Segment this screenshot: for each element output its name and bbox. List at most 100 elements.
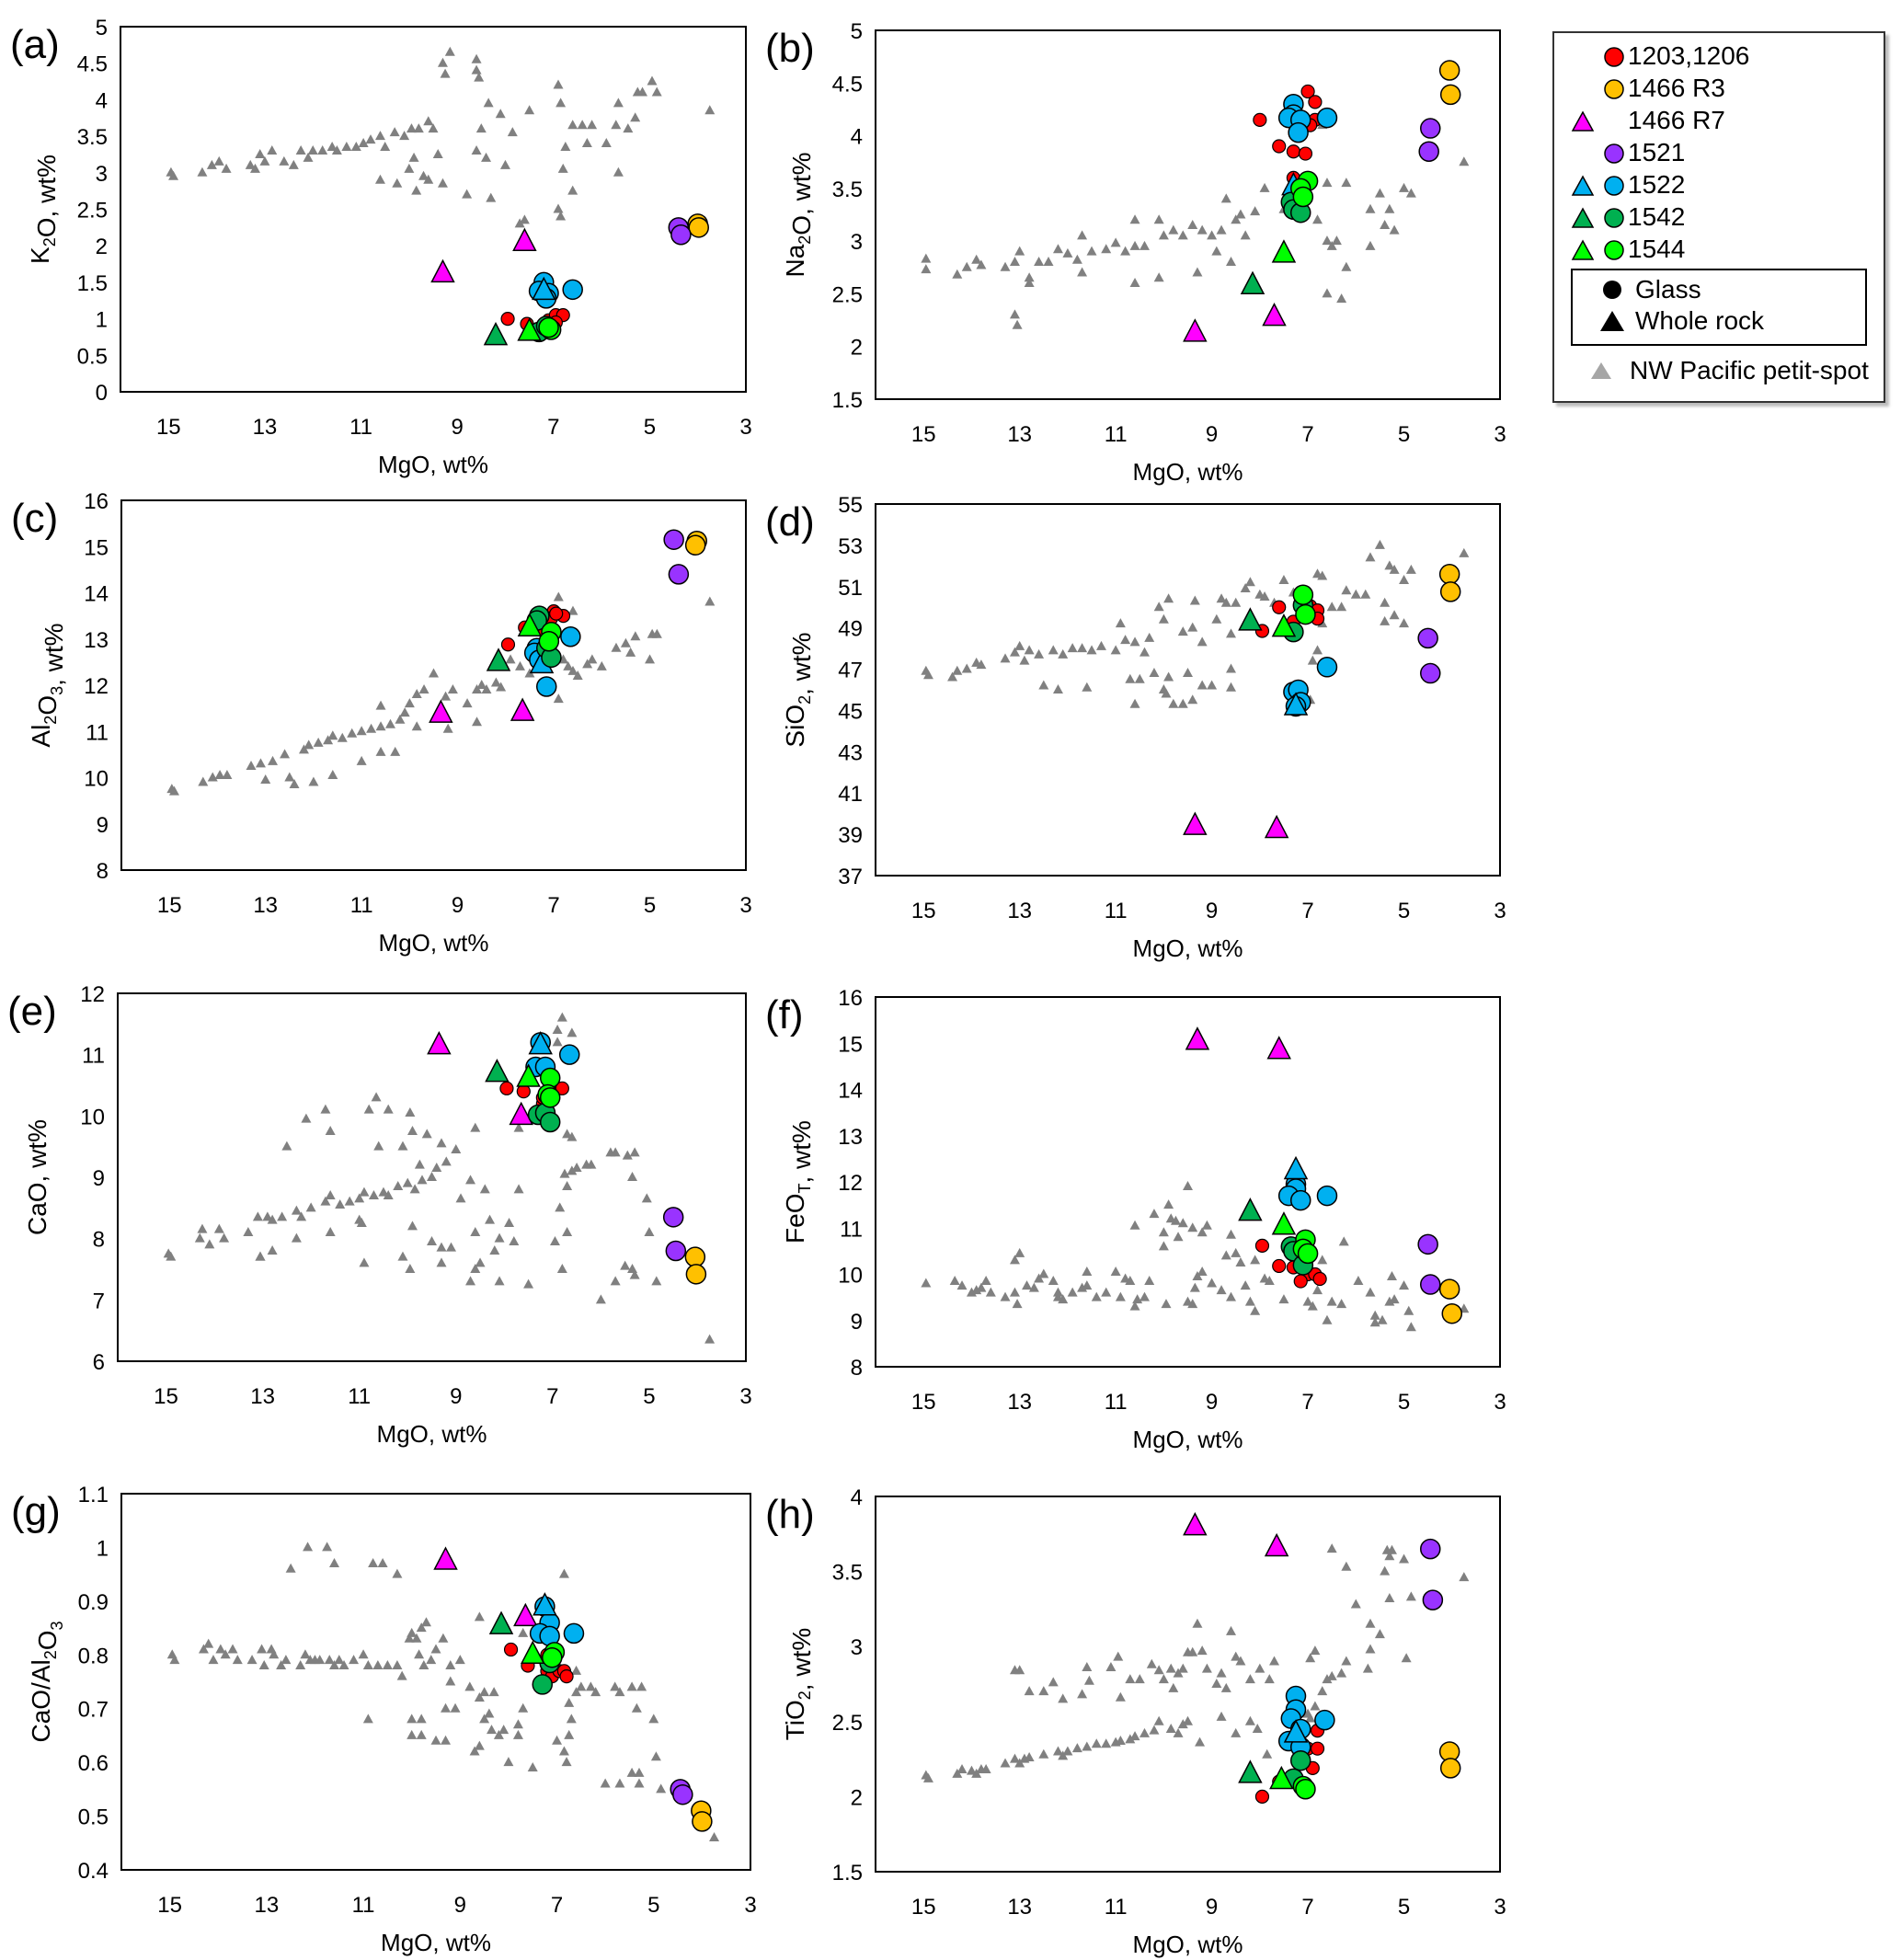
data-point xyxy=(562,279,583,301)
data-point xyxy=(1177,698,1188,708)
data-point xyxy=(374,174,385,184)
data-point xyxy=(1211,246,1222,256)
data-point xyxy=(567,1027,578,1037)
series-1466-r3 xyxy=(687,213,709,238)
data-point xyxy=(1125,1674,1136,1684)
data-point xyxy=(168,785,179,796)
data-point xyxy=(528,1031,553,1055)
data-point xyxy=(1022,1280,1033,1290)
data-point xyxy=(303,739,315,750)
data-point xyxy=(651,86,662,97)
data-point xyxy=(494,1276,505,1286)
data-point xyxy=(1259,591,1270,601)
data-point xyxy=(1110,1266,1121,1276)
data-point xyxy=(433,1546,458,1570)
data-point xyxy=(1312,214,1323,224)
data-point xyxy=(219,1232,230,1243)
data-point xyxy=(1158,613,1169,624)
x-axis-label: MgO, wt% xyxy=(1133,934,1243,962)
data-point xyxy=(1374,1629,1385,1639)
legend-entry-label: 1466 R7 xyxy=(1628,106,1725,134)
data-point xyxy=(1353,1276,1364,1286)
data-point xyxy=(1403,1305,1414,1315)
data-point xyxy=(214,769,225,779)
data-point xyxy=(1326,1296,1337,1306)
data-point xyxy=(552,1735,563,1745)
x-tick-label: 15 xyxy=(156,415,181,440)
data-point xyxy=(577,120,588,130)
panel-label: (g) xyxy=(11,1489,61,1534)
data-point xyxy=(976,259,987,269)
legend-entry: 1203,1206 xyxy=(1554,40,1867,72)
data-point xyxy=(372,1659,384,1669)
data-point xyxy=(1374,539,1385,549)
data-point xyxy=(1101,244,1112,254)
data-point xyxy=(1139,647,1150,657)
series-1466-r3 xyxy=(684,1246,707,1285)
data-point xyxy=(1250,1255,1261,1265)
series-1466-r7 xyxy=(1183,1512,1289,1557)
data-point xyxy=(1129,698,1140,708)
y-tick-label: 1.5 xyxy=(77,271,108,296)
y-tick-label: 12 xyxy=(838,1171,863,1196)
series-nw-pacific-petit-spot xyxy=(166,46,716,228)
data-point xyxy=(921,253,932,263)
data-point xyxy=(252,1211,263,1221)
data-point xyxy=(1201,1220,1212,1230)
data-point xyxy=(1139,1727,1150,1737)
data-point xyxy=(921,1278,932,1288)
data-point xyxy=(1216,1668,1227,1678)
x-tick-label: 11 xyxy=(1105,1895,1128,1920)
data-point xyxy=(645,654,656,664)
data-point xyxy=(389,127,400,137)
series-1521 xyxy=(670,1779,693,1805)
data-point xyxy=(513,1184,524,1194)
chart-panel-e: (e) 6 7 8 9 10 11 12 15 13 11 9 7 5 3 MgO, wt% CaO, wt% xyxy=(7,982,752,1448)
data-point xyxy=(1459,547,1470,557)
data-point xyxy=(1077,1282,1088,1292)
data-point xyxy=(595,1294,606,1304)
data-point xyxy=(396,1670,407,1680)
data-point xyxy=(563,660,574,671)
y-tick-label: 16 xyxy=(84,489,109,514)
data-point xyxy=(426,1655,437,1665)
data-point xyxy=(1187,1646,1198,1656)
data-point xyxy=(626,1767,637,1777)
data-point xyxy=(465,1175,476,1185)
data-point xyxy=(413,123,424,133)
data-point xyxy=(1195,1736,1206,1747)
data-point xyxy=(350,142,361,152)
data-point xyxy=(509,1101,533,1126)
x-tick-label: 5 xyxy=(1398,422,1410,447)
x-tick-label: 11 xyxy=(1105,1390,1128,1415)
data-point xyxy=(600,1778,611,1788)
data-point xyxy=(405,1107,416,1117)
data-point xyxy=(1226,257,1237,267)
data-point xyxy=(1438,564,1460,585)
data-point xyxy=(623,123,634,133)
data-point xyxy=(1183,1181,1193,1191)
data-point xyxy=(404,163,415,173)
series-1522-wr xyxy=(1283,1719,1309,1743)
y-tick-label: 3.5 xyxy=(832,178,863,202)
data-point xyxy=(552,1037,563,1047)
series-1544-glass xyxy=(537,1067,561,1108)
data-point xyxy=(487,1725,498,1735)
data-point xyxy=(1326,1670,1337,1680)
data-point xyxy=(1253,112,1267,127)
data-point xyxy=(704,1334,716,1344)
data-point xyxy=(514,218,525,228)
plot-area xyxy=(875,996,1501,1368)
data-point xyxy=(411,721,422,731)
data-point xyxy=(576,1681,587,1691)
data-point xyxy=(1009,257,1020,267)
data-point xyxy=(1310,1701,1321,1711)
data-point xyxy=(1254,1789,1270,1805)
x-tick-label: 5 xyxy=(1398,899,1410,923)
data-point xyxy=(516,1084,531,1099)
data-point xyxy=(1244,1674,1255,1684)
data-point xyxy=(255,758,266,768)
series-1542-wr xyxy=(488,1610,514,1634)
data-point xyxy=(1380,219,1391,229)
data-point xyxy=(1259,182,1270,192)
